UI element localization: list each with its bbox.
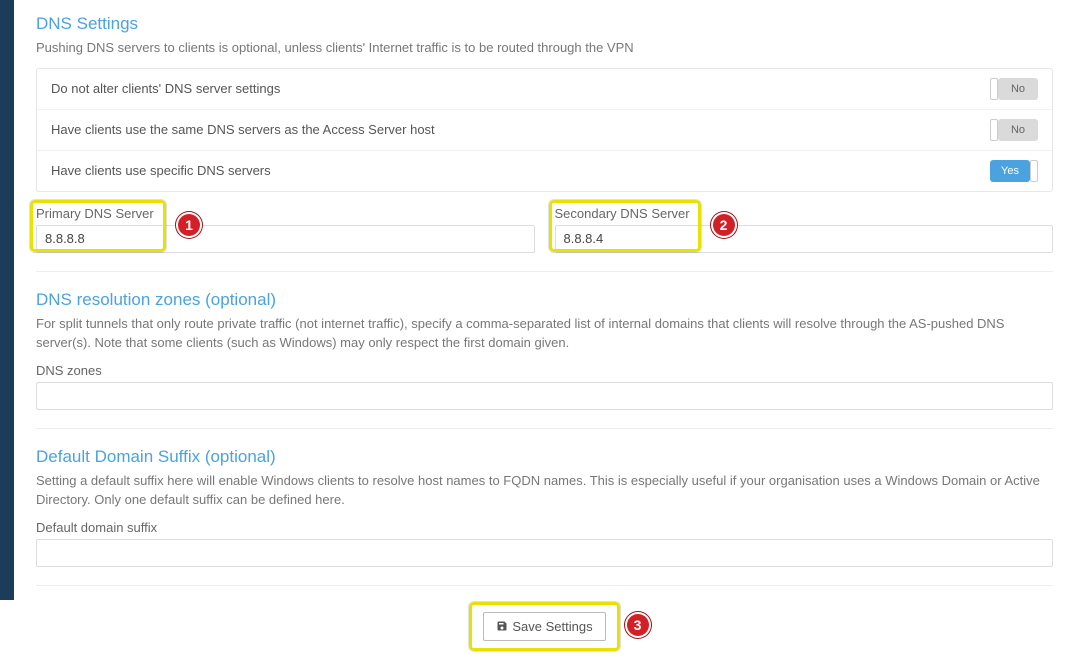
dns-server-inputs: Primary DNS Server 1 Secondary DNS Serve… [36,206,1053,253]
dns-row-no-alter: Do not alter clients' DNS server setting… [37,69,1052,109]
save-row: Save Settings 3 [36,612,1053,641]
toggle-value: No [1011,124,1025,136]
dns-row-same-host: Have clients use the same DNS servers as… [37,109,1052,150]
dns-zones-input[interactable] [36,382,1053,410]
dns-row-label: Have clients use the same DNS servers as… [51,122,435,137]
toggle-track: No [998,78,1038,100]
dns-row-label: Do not alter clients' DNS server setting… [51,81,280,96]
toggle-value: No [1011,83,1025,95]
domain-suffix-title: Default Domain Suffix (optional) [36,447,1053,467]
separator [36,428,1053,429]
dns-zones-title: DNS resolution zones (optional) [36,290,1053,310]
dns-zones-label: DNS zones [36,363,1053,378]
dns-settings-panel: Do not alter clients' DNS server setting… [36,68,1053,192]
toggle-specific[interactable]: Yes [990,160,1038,182]
toggle-same-host[interactable]: No [990,119,1038,141]
separator [36,585,1053,586]
dns-zones-desc: For split tunnels that only route privat… [36,314,1053,353]
callout-number: 3 [634,617,642,633]
callout-3: 3 [625,612,651,638]
toggle-track: Yes [990,160,1030,182]
dns-settings-desc: Pushing DNS servers to clients is option… [36,38,1053,58]
primary-dns-col: Primary DNS Server 1 [36,206,545,253]
save-settings-button[interactable]: Save Settings [483,612,605,641]
toggle-no-alter[interactable]: No [990,78,1038,100]
dns-row-label: Have clients use specific DNS servers [51,163,271,178]
dns-settings-section: DNS Settings Pushing DNS servers to clie… [36,14,1053,253]
toggle-value: Yes [1001,165,1019,177]
domain-suffix-desc: Setting a default suffix here will enabl… [36,471,1053,510]
toggle-knob [990,78,998,100]
secondary-dns-col: Secondary DNS Server 2 [545,206,1054,253]
domain-suffix-label: Default domain suffix [36,520,1053,535]
separator [36,271,1053,272]
sidebar-stub [0,0,14,600]
dns-row-specific: Have clients use specific DNS servers Ye… [37,150,1052,191]
dns-zones-section: DNS resolution zones (optional) For spli… [36,290,1053,410]
domain-suffix-input[interactable] [36,539,1053,567]
domain-suffix-section: Default Domain Suffix (optional) Setting… [36,447,1053,567]
primary-dns-input[interactable] [36,225,535,253]
save-button-label: Save Settings [512,619,592,634]
secondary-dns-label: Secondary DNS Server [555,206,1054,221]
secondary-dns-input[interactable] [555,225,1054,253]
toggle-track: No [998,119,1038,141]
toggle-knob [990,119,998,141]
toggle-knob [1030,160,1038,182]
primary-dns-label: Primary DNS Server [36,206,535,221]
page-content: DNS Settings Pushing DNS servers to clie… [14,0,1075,671]
dns-settings-title: DNS Settings [36,14,1053,34]
save-icon [496,620,508,632]
